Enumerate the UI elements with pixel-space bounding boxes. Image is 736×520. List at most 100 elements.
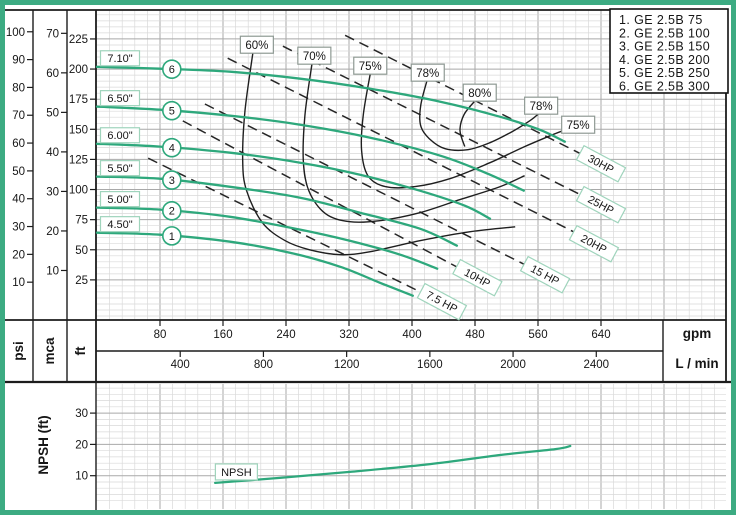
efficiency-contour-80% [459,101,475,147]
svg-text:175: 175 [69,94,88,106]
power-line-15 HP [204,103,561,283]
efficiency-label-right-78% [524,96,559,115]
impeller-label-6 [99,50,141,67]
efficiency-contours [241,52,575,256]
legend-box [609,8,729,94]
svg-text:30: 30 [46,186,59,198]
svg-text:30: 30 [12,222,25,234]
svg-text:75%: 75% [567,120,590,132]
svg-text:4. GE 2.5B 200: 4. GE 2.5B 200 [619,53,710,67]
svg-text:100: 100 [6,27,25,39]
svg-text:6. GE 2.5B 300: 6. GE 2.5B 300 [619,80,710,94]
svg-text:30: 30 [75,408,88,420]
svg-text:6.00": 6.00" [107,130,132,142]
svg-text:40: 40 [12,194,25,206]
power-line-7.5 HP [147,157,453,309]
svg-text:40: 40 [46,147,59,159]
power-line-10HP [182,120,496,288]
svg-text:320: 320 [339,329,358,341]
pump-curve-6 [95,65,566,143]
npsh-label [214,463,258,481]
curve-number-circle-1 [162,226,182,246]
svg-text:NPSH: NPSH [221,467,252,479]
svg-text:60%: 60% [245,40,268,52]
curve-number-circle-6 [162,59,182,80]
svg-text:6: 6 [169,64,175,76]
power-label-10HP [452,258,503,297]
svg-text:25: 25 [75,275,88,287]
svg-text:640: 640 [591,329,610,341]
impeller-label-3 [99,160,141,177]
svg-text:L / min: L / min [675,356,718,371]
power-line-20HP [227,57,613,252]
svg-text:80%: 80% [468,88,491,100]
power-label-30HP [575,144,627,183]
svg-text:75: 75 [75,215,88,227]
curve-number-circle-4 [162,137,182,158]
curve-labels: 4.50" 1 5.00" 2 5.50" 3 6.00" 4 6.50" 5 7.10" 6 [99,50,182,246]
svg-text:150: 150 [69,124,88,136]
efficiency-labels: 60% 70% 75% 75% 78% 78% 80% [239,35,596,134]
pump-curve-1 [95,231,414,297]
svg-text:5. GE 2.5B 250: 5. GE 2.5B 250 [619,66,710,80]
svg-text:800: 800 [254,359,273,371]
svg-text:50: 50 [46,107,59,119]
curve-number-circle-5 [162,100,182,121]
svg-text:2: 2 [169,206,175,218]
svg-text:20: 20 [46,226,59,238]
impeller-label-4 [99,127,141,144]
efficiency-label-80% [462,83,497,102]
svg-text:78%: 78% [416,68,439,80]
power-label-20HP [568,224,620,263]
efficiency-contour-78% [419,80,540,151]
power-line-25HP [282,45,619,215]
svg-text:5.00": 5.00" [107,194,132,206]
svg-text:60: 60 [12,138,25,150]
svg-text:80: 80 [154,329,167,341]
svg-text:mca: mca [42,337,57,365]
svg-text:4.50": 4.50" [107,219,132,231]
frame-lines [4,9,731,510]
axis-ticks: 1020304050607080901001020304050607025507… [6,27,611,483]
svg-text:1600: 1600 [417,359,443,371]
efficiency-label-60% [239,35,274,54]
svg-text:2400: 2400 [583,359,609,371]
pump-curve-2 [95,206,439,270]
svg-text:3. GE 2.5B 150: 3. GE 2.5B 150 [619,40,710,54]
svg-text:50: 50 [12,166,25,178]
svg-text:5: 5 [169,106,175,118]
svg-text:60: 60 [46,68,59,80]
curve-number-circle-2 [162,201,182,221]
efficiency-contour-70% [302,63,525,224]
impeller-label-2 [99,191,141,208]
power-label-25HP [575,185,627,224]
efficiency-label-78% [410,63,445,82]
svg-text:50: 50 [75,245,88,257]
svg-text:1200: 1200 [334,359,360,371]
svg-text:90: 90 [12,55,25,67]
svg-text:10: 10 [75,471,88,483]
svg-text:5.50": 5.50" [107,163,132,175]
svg-text:6.50": 6.50" [107,93,132,105]
svg-text:1. GE 2.5B 75: 1. GE 2.5B 75 [619,13,703,27]
svg-text:78%: 78% [530,101,553,113]
svg-text:400: 400 [402,329,421,341]
svg-text:240: 240 [276,329,295,341]
svg-text:2000: 2000 [500,359,526,371]
svg-text:4: 4 [169,143,175,155]
svg-text:70: 70 [12,110,25,122]
svg-text:80: 80 [12,82,25,94]
efficiency-contour-75% [360,73,575,189]
svg-text:225: 225 [69,34,88,46]
impeller-label-1 [99,216,141,233]
svg-text:20: 20 [12,249,25,261]
power-label-7.5 HP [416,282,468,321]
svg-text:1: 1 [169,231,175,243]
svg-text:gpm: gpm [683,326,712,341]
svg-text:400: 400 [171,359,190,371]
impeller-label-5 [99,90,141,107]
svg-text:200: 200 [69,64,88,76]
